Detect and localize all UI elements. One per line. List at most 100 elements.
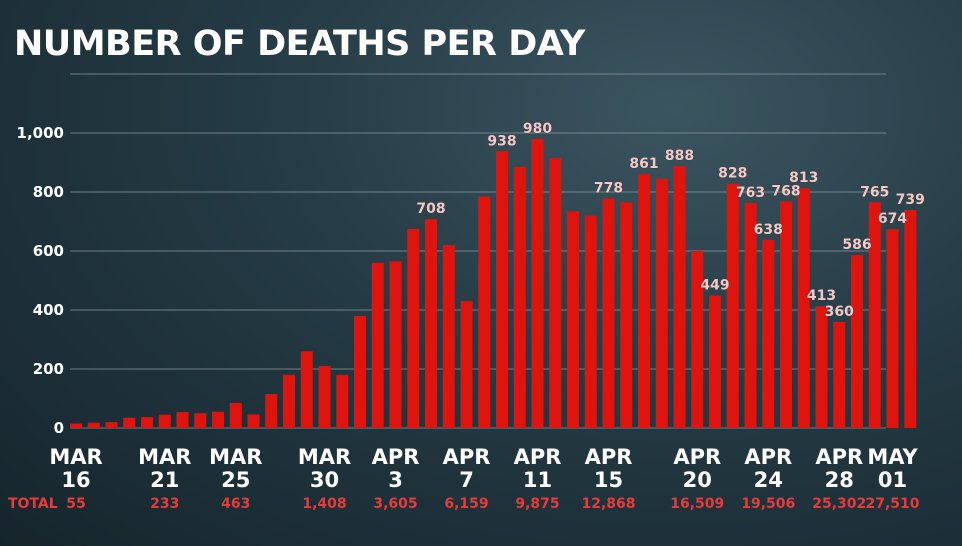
totals-label: TOTAL (8, 496, 58, 512)
total-value: 25,302 (812, 496, 866, 512)
total-value: 27,510 (865, 496, 919, 512)
x-tick-day: 20 (683, 468, 712, 492)
y-tick-label: 0 (54, 419, 64, 437)
data-label: 638 (754, 222, 783, 238)
bar (105, 422, 118, 428)
bar (318, 366, 331, 428)
x-tick-day: 28 (825, 468, 854, 492)
data-label: 768 (771, 183, 800, 199)
data-label: 888 (665, 148, 694, 164)
bar (425, 219, 437, 428)
data-label: 449 (700, 278, 729, 294)
x-tick-month: APR (443, 445, 491, 469)
data-label: 739 (896, 192, 925, 208)
x-tick-day: 24 (754, 468, 783, 492)
x-tick-day: 30 (310, 468, 339, 492)
bar (726, 183, 739, 428)
data-label: 413 (807, 288, 836, 304)
x-tick-month: APR (514, 445, 562, 469)
bar (549, 158, 562, 428)
total-value: 16,509 (670, 496, 724, 512)
bar (141, 417, 153, 428)
x-tick-month: APR (585, 445, 633, 469)
bar (620, 202, 633, 428)
y-tick-label: 400 (33, 301, 64, 319)
bar (496, 151, 508, 429)
bar (283, 374, 295, 428)
bar (780, 201, 792, 428)
bar (247, 414, 260, 428)
data-label: 765 (860, 184, 889, 200)
bar (70, 423, 82, 428)
x-tick-month: APR (673, 445, 721, 469)
bar (886, 229, 899, 428)
bar (336, 374, 349, 428)
data-label: 813 (789, 170, 818, 186)
data-label: 674 (878, 211, 907, 227)
x-tick-month: APR (744, 445, 792, 469)
x-tick-day: 01 (878, 468, 907, 492)
bar (815, 306, 828, 428)
bar (868, 202, 881, 428)
bar (478, 196, 491, 428)
total-value: 9,875 (515, 496, 559, 512)
bar (460, 301, 473, 428)
bar (354, 315, 366, 428)
x-tick-day: 16 (61, 468, 90, 492)
x-tick-month: APR (815, 445, 863, 469)
bar (744, 202, 757, 428)
x-tick-month: MAR (209, 445, 262, 469)
bar (709, 295, 721, 428)
bar (300, 351, 313, 428)
bar (87, 422, 100, 428)
bar (407, 228, 420, 428)
data-label: 586 (842, 237, 871, 253)
data-label: 778 (594, 180, 623, 196)
y-tick-label: 200 (33, 360, 64, 378)
total-value: 6,159 (444, 496, 488, 512)
chart-title: NUMBER OF DEATHS PER DAY (14, 24, 585, 64)
x-tick-day: 21 (150, 468, 179, 492)
bar (851, 255, 863, 428)
bar (602, 198, 615, 428)
bar (265, 394, 278, 428)
bar (513, 166, 526, 429)
bar (691, 251, 704, 428)
bar (673, 166, 686, 429)
bar (584, 215, 597, 428)
y-tick-label: 1,000 (17, 124, 64, 142)
x-tick-day: 25 (221, 468, 250, 492)
total-value: 12,868 (581, 496, 635, 512)
x-tick-day: 7 (459, 468, 474, 492)
x-tick-month: MAR (138, 445, 191, 469)
bar (194, 413, 207, 428)
bar (762, 239, 775, 428)
bar (123, 417, 136, 428)
y-tick-label: 600 (33, 242, 64, 260)
total-value: 233 (150, 496, 179, 512)
x-tick-day: 11 (523, 468, 552, 492)
x-tick-month: MAR (49, 445, 102, 469)
bar (212, 411, 224, 428)
bar (389, 261, 402, 428)
bar (442, 245, 455, 428)
bar (158, 414, 171, 428)
bar (229, 402, 242, 428)
bar (531, 138, 544, 428)
x-tick-month: MAR (298, 445, 351, 469)
bar (371, 262, 384, 428)
x-tick-month: MAY (867, 445, 918, 469)
data-label: 828 (718, 166, 747, 182)
bar (567, 211, 579, 428)
total-value: 55 (66, 496, 85, 512)
data-label: 938 (487, 133, 516, 149)
y-tick-label: 800 (33, 183, 64, 201)
data-label: 980 (523, 121, 552, 137)
data-label: 360 (825, 304, 854, 320)
bar (638, 174, 650, 428)
bar (904, 209, 917, 428)
bar (797, 188, 810, 428)
x-tick-day: 3 (388, 468, 403, 492)
